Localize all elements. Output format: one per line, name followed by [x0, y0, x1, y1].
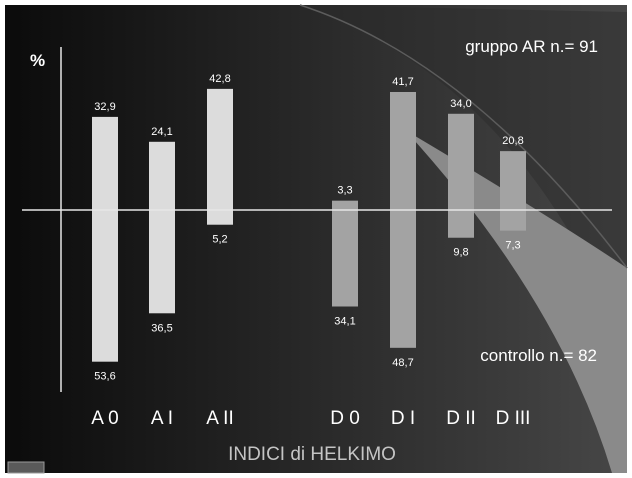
bar-6: [500, 151, 526, 231]
labels-layer: 32,9 53,6 A 0 24,1 36,5 A I 42,8 5,2 A II 3,3 34,1…: [91, 73, 530, 429]
category-label-6: D III: [496, 408, 531, 429]
value-label-down-4: 48,7: [392, 357, 413, 369]
value-label-up-3: 3,3: [337, 185, 352, 197]
bar-2: [207, 88, 233, 225]
bars-layer: [92, 88, 526, 362]
x-axis-label: INDICI di HELKIMO: [228, 444, 396, 465]
slide-corner-badge: [7, 461, 45, 474]
value-label-down-5: 9,8: [453, 247, 468, 259]
bar-0: [92, 116, 118, 362]
value-label-up-5: 34,0: [450, 98, 471, 110]
value-label-up-2: 42,8: [209, 73, 230, 85]
background-curve-edge: [299, 4, 628, 269]
category-label-3: D 0: [330, 408, 360, 429]
value-label-up-4: 41,7: [392, 76, 413, 88]
value-label-down-3: 34,1: [334, 316, 355, 328]
legend-bottom: controllo n.= 82: [480, 346, 597, 365]
category-label-0: A 0: [91, 408, 118, 429]
value-label-up-0: 32,9: [94, 101, 115, 113]
background-arc: [300, 5, 627, 350]
value-label-up-6: 20,8: [502, 135, 523, 147]
value-label-up-1: 24,1: [151, 126, 172, 138]
value-label-down-0: 53,6: [94, 371, 115, 383]
value-label-down-1: 36,5: [151, 322, 172, 334]
bar-4: [390, 91, 416, 348]
value-label-down-2: 5,2: [212, 234, 227, 246]
category-label-5: D II: [446, 408, 476, 429]
category-label-2: A II: [206, 408, 233, 429]
category-label-4: D I: [391, 408, 415, 429]
bar-5: [448, 113, 474, 238]
value-label-down-6: 7,3: [505, 240, 520, 252]
bar-3: [332, 200, 358, 307]
y-axis-label: %: [30, 51, 45, 70]
legend-top: gruppo AR n.= 91: [465, 37, 598, 56]
bar-1: [149, 141, 175, 314]
category-label-1: A I: [151, 408, 173, 429]
